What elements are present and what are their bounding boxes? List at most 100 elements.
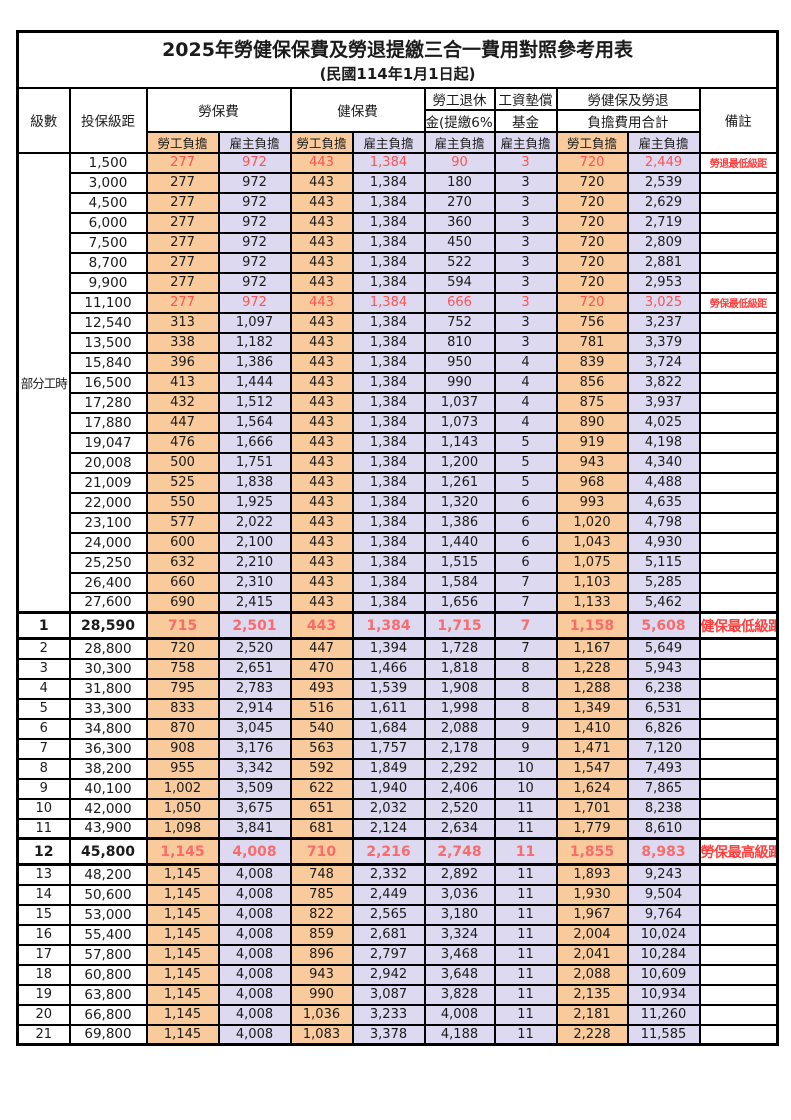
value-cell: 2,449 bbox=[626, 151, 701, 174]
value-cell: 990 bbox=[289, 983, 354, 1006]
table-row: 15 53,000 1,145 4,008 822 2,565 3,180 11 1,967 9,… bbox=[16, 903, 779, 926]
bracket-cell: 63,800 bbox=[68, 983, 148, 1006]
value-cell: 622 bbox=[289, 777, 354, 800]
value-cell: 3,828 bbox=[423, 983, 496, 1006]
value-cell: 993 bbox=[555, 491, 629, 514]
value-cell: 3,468 bbox=[423, 943, 496, 966]
value-cell: 2,449 bbox=[351, 883, 426, 906]
remark-cell: 健保最低級距 bbox=[698, 611, 779, 640]
value-cell: 1,384 bbox=[351, 531, 426, 554]
value-cell: 1,075 bbox=[555, 551, 629, 574]
bracket-cell: 40,100 bbox=[68, 777, 148, 800]
bracket-cell: 66,800 bbox=[68, 1003, 148, 1026]
value-cell: 4,008 bbox=[217, 943, 292, 966]
value-cell: 810 bbox=[423, 331, 496, 354]
value-cell: 4,008 bbox=[217, 863, 292, 886]
subheader-pension-employer: 雇主負擔 bbox=[423, 130, 496, 154]
value-cell: 681 bbox=[289, 817, 354, 840]
value-cell: 11 bbox=[493, 797, 558, 820]
value-cell: 2,228 bbox=[555, 1023, 629, 1046]
subheader-labor-employee: 勞工負擔 bbox=[145, 130, 220, 154]
value-cell: 3 bbox=[493, 211, 558, 234]
value-cell: 1,925 bbox=[217, 491, 292, 514]
value-cell: 4,930 bbox=[626, 531, 701, 554]
value-cell: 2,310 bbox=[217, 571, 292, 594]
value-cell: 3,087 bbox=[351, 983, 426, 1006]
value-cell: 4 bbox=[493, 391, 558, 414]
value-cell: 715 bbox=[145, 611, 220, 640]
value-cell: 3 bbox=[493, 271, 558, 294]
remark-cell bbox=[698, 903, 779, 926]
value-cell: 2,881 bbox=[626, 251, 701, 274]
bracket-cell: 33,300 bbox=[68, 697, 148, 720]
value-cell: 1,584 bbox=[423, 571, 496, 594]
value-cell: 592 bbox=[289, 757, 354, 780]
value-cell: 1,728 bbox=[423, 637, 496, 660]
value-cell: 550 bbox=[145, 491, 220, 514]
bracket-cell: 23,100 bbox=[68, 511, 148, 534]
value-cell: 447 bbox=[289, 637, 354, 660]
value-cell: 3,176 bbox=[217, 737, 292, 760]
table-row: 21,009 525 1,838 443 1,384 1,261 5 968 4,488 bbox=[18, 471, 779, 494]
value-cell: 1,145 bbox=[145, 1003, 220, 1026]
table-row: 3,000 277 972 443 1,384 180 3 720 2,539 bbox=[18, 171, 779, 194]
table-title-cell: 2025年勞健保保費及勞退提繳三合一費用對照參考用表 (民國114年1月1日起) bbox=[16, 30, 779, 89]
value-cell: 4,008 bbox=[217, 837, 292, 866]
table-row: 6 34,800 870 3,045 540 1,684 2,088 9 1,410 6,826 bbox=[16, 717, 779, 740]
bracket-cell: 15,840 bbox=[68, 351, 148, 374]
value-cell: 1,757 bbox=[351, 737, 426, 760]
value-cell: 7 bbox=[493, 637, 558, 660]
title-row: 2025年勞健保保費及勞退提繳三合一費用對照參考用表 (民國114年1月1日起) bbox=[16, 30, 779, 89]
bracket-cell: 24,000 bbox=[68, 531, 148, 554]
value-cell: 4,198 bbox=[626, 431, 701, 454]
value-cell: 10 bbox=[493, 757, 558, 780]
value-cell: 4,488 bbox=[626, 471, 701, 494]
value-cell: 1,384 bbox=[351, 291, 426, 314]
value-cell: 2,914 bbox=[217, 697, 292, 720]
table-row: 20,008 500 1,751 443 1,384 1,200 5 943 4,340 bbox=[18, 451, 779, 474]
value-cell: 1,228 bbox=[555, 657, 629, 680]
value-cell: 1,908 bbox=[423, 677, 496, 700]
table-row: 4 31,800 795 2,783 493 1,539 1,908 8 1,288 6,238 bbox=[16, 677, 779, 700]
level-cell: 8 bbox=[16, 757, 71, 780]
remark-cell bbox=[698, 637, 779, 660]
table-body: 部分工時 1,500 277 972 443 1,384 90 3 720 2,449 勞退最低級距… bbox=[16, 151, 779, 1046]
table-row: 14 50,600 1,145 4,008 785 2,449 3,036 11 1,930 9,… bbox=[16, 883, 779, 906]
value-cell: 2,406 bbox=[423, 777, 496, 800]
value-cell: 1,384 bbox=[351, 611, 426, 640]
value-cell: 443 bbox=[289, 371, 354, 394]
table-row: 3 30,300 758 2,651 470 1,466 1,818 8 1,228 5,943 bbox=[16, 657, 779, 680]
value-cell: 720 bbox=[555, 191, 629, 214]
value-cell: 1,384 bbox=[351, 571, 426, 594]
remark-cell bbox=[698, 251, 779, 274]
value-cell: 2,748 bbox=[423, 837, 496, 866]
bracket-cell: 26,400 bbox=[68, 571, 148, 594]
value-cell: 8,610 bbox=[626, 817, 701, 840]
bracket-cell: 17,880 bbox=[68, 411, 148, 434]
remark-cell bbox=[698, 311, 779, 334]
value-cell: 313 bbox=[145, 311, 220, 334]
value-cell: 11,585 bbox=[626, 1023, 701, 1046]
level-cell: 10 bbox=[16, 797, 71, 820]
remark-cell bbox=[698, 271, 779, 294]
value-cell: 8 bbox=[493, 657, 558, 680]
value-cell: 6,826 bbox=[626, 717, 701, 740]
bracket-cell: 69,800 bbox=[68, 1023, 148, 1046]
value-cell: 4,008 bbox=[217, 923, 292, 946]
value-cell: 3,379 bbox=[626, 331, 701, 354]
value-cell: 1,036 bbox=[289, 1003, 354, 1026]
value-cell: 1,145 bbox=[145, 963, 220, 986]
value-cell: 4,008 bbox=[217, 883, 292, 906]
value-cell: 1,145 bbox=[145, 837, 220, 866]
header-level: 級數 bbox=[16, 86, 71, 154]
level-cell: 21 bbox=[16, 1023, 71, 1046]
bracket-cell: 27,600 bbox=[68, 591, 148, 614]
value-cell: 2,292 bbox=[423, 757, 496, 780]
value-cell: 908 bbox=[145, 737, 220, 760]
header-total-line1: 勞健保及勞退 bbox=[555, 86, 701, 111]
value-cell: 11 bbox=[493, 1003, 558, 1026]
value-cell: 2,216 bbox=[351, 837, 426, 866]
value-cell: 1,701 bbox=[555, 797, 629, 820]
value-cell: 972 bbox=[217, 211, 292, 234]
page-title: 2025年勞健保保費及勞退提繳三合一費用對照參考用表 bbox=[162, 38, 633, 61]
